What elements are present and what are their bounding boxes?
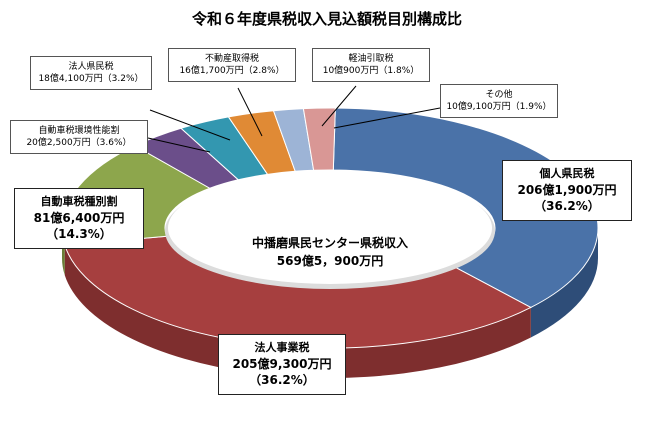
label-percent: （3.6%） [90, 138, 132, 149]
label-amount: 205億9,300万円 [232, 356, 332, 371]
label-percent: （1.9%） [510, 102, 552, 113]
center-label: 中播磨県民センター県税収入 [251, 236, 408, 250]
label-jidoshazei-kankyo: 自動車税環境性能割 20億2,500万円（3.6%） [10, 120, 148, 155]
label-jidoshazei-shubetsu: 自動車税種別割 81億6,400万円 （14.3%） [14, 188, 144, 250]
label-kojin-kenminzei: 個人県民税 206億1,900万円 （36.2%） [502, 160, 632, 222]
label-name: 自動車税環境性能割 [38, 126, 120, 136]
label-sonota: その他 10億9,100万円（1.9%） [440, 84, 558, 119]
leader-line-2 [321, 85, 357, 127]
label-amount: 20億2,500万円 [26, 138, 91, 149]
label-name: 不動産取得税 [204, 54, 259, 64]
label-amount: 10億900万円 [322, 66, 379, 77]
label-name: その他 [485, 90, 513, 100]
label-percent: （14.3%） [46, 227, 112, 242]
label-hojin-kenminzei: 法人県民税 18億4,100万円（3.2%） [30, 56, 152, 91]
slice-7 [302, 107, 336, 171]
side-wall-0 [530, 228, 598, 338]
label-amount: 10億9,100万円 [446, 102, 511, 113]
leader-line-0 [149, 109, 231, 141]
center-value: 569億5，900万円 [276, 254, 384, 268]
label-percent: （2.8%） [243, 66, 285, 77]
label-name: 法人県民税 [68, 62, 114, 72]
leader-line-4 [147, 137, 211, 153]
slice-0 [332, 107, 599, 309]
label-percent: （36.2%） [534, 199, 600, 214]
leader-lines [147, 85, 441, 153]
leader-line-1 [237, 87, 263, 137]
label-name: 自動車税種別割 [40, 195, 118, 208]
label-hojin-jigyozei: 法人事業税 205億9,300万円 （36.2%） [218, 334, 346, 396]
label-percent: （36.2%） [249, 373, 315, 388]
label-amount: 81億6,400万円 [33, 210, 125, 225]
label-fudosan-shutokuzei: 不動産取得税 16億1,700万円（2.8%） [168, 48, 296, 83]
label-percent: （1.8%） [378, 66, 420, 77]
label-keiyu-hikitorizei: 軽油引取税 10億900万円（1.8%） [312, 48, 430, 83]
label-percent: （3.2%） [102, 74, 144, 85]
donut-center-text: 中播磨県民センター県税収入 569億5，900万円 [200, 234, 460, 270]
label-name: 法人事業税 [254, 341, 310, 354]
side-wall-1 [64, 245, 531, 378]
leader-line-3 [333, 107, 441, 129]
chart-title: 令和６年度県税収入見込額税目別構成比 [191, 10, 462, 28]
label-amount: 18億4,100万円 [38, 74, 103, 85]
label-name: 個人県民税 [539, 167, 595, 180]
donut-slices [61, 107, 599, 349]
label-amount: 16億1,700万円 [179, 66, 244, 77]
label-name: 軽油引取税 [348, 54, 394, 64]
label-amount: 206億1,900万円 [517, 182, 617, 197]
inner-hole [168, 172, 492, 284]
